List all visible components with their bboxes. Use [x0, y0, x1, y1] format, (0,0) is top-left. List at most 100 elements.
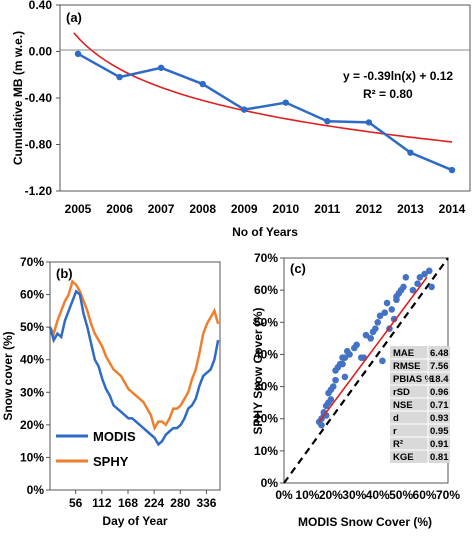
panel-c-x-ticks: 0% 10% 20% 30% 40% 50% 60% 70% [275, 488, 460, 502]
panel-c-reference-line [283, 257, 449, 484]
b-y-tick-label: 20% [20, 418, 44, 432]
b-x-tick-label: 280 [170, 496, 190, 510]
stats-metric-value: 18.4 [430, 374, 449, 385]
c-y-tick-label: 60% [254, 283, 278, 297]
panel-a-label: (a) [66, 10, 82, 25]
c-x-tick-label: 50% [389, 488, 413, 502]
c-x-tick-label: 60% [413, 488, 437, 502]
c-scatter-point [400, 283, 407, 291]
a-x-tick-label: 2013 [397, 202, 424, 216]
panel-c-fit-line [318, 276, 428, 423]
c-x-tick-label: 40% [366, 488, 390, 502]
panel-b-label: (b) [56, 266, 73, 281]
panel-a-r2: R² = 0.80 [363, 87, 413, 101]
stats-metric-value: 0.95 [430, 426, 449, 437]
c-y-tick-label: 40% [254, 347, 278, 361]
panel-b-y-axis-label: Snow cover (%) [1, 331, 15, 420]
c-scatter-point [367, 335, 374, 342]
c-scatter-point [425, 267, 433, 275]
c-scatter-point [318, 421, 325, 429]
b-x-tick-label: 56 [69, 496, 83, 510]
stats-metric-value: 0.91 [430, 439, 449, 450]
b-y-tick-label: 60% [20, 288, 44, 302]
stats-metric-name: PBIAS % [393, 374, 434, 385]
a-x-tick-label: 2007 [148, 202, 175, 216]
stats-metric-value: 0.71 [430, 400, 449, 411]
c-scatter-point [428, 283, 435, 291]
stats-metric-value: 0.93 [430, 413, 449, 424]
panel-b-frame [49, 261, 221, 491]
a-x-tick-label: 2012 [356, 202, 383, 216]
c-scatter-point [416, 273, 424, 281]
c-y-tick-label: 70% [254, 251, 278, 265]
a-y-tick-label: 0.40 [29, 0, 53, 12]
a-data-point [448, 166, 456, 174]
stats-metric-name: RMSE [393, 361, 420, 372]
stats-metric-name: MAE [393, 348, 414, 359]
panel-b-series-modis [48, 289, 220, 447]
a-y-tick-label: -1.20 [25, 184, 53, 198]
b-x-tick-label: 224 [144, 496, 164, 510]
stats-metric-name: NSE [393, 400, 413, 411]
c-scatter-point [332, 376, 339, 384]
c-scatter-point [329, 383, 337, 390]
c-scatter-point [381, 309, 389, 316]
a-y-tick-label: -0.40 [25, 91, 53, 105]
c-x-tick-label: 70% [436, 488, 460, 502]
a-y-tick-label: -0.80 [25, 138, 53, 152]
panel-a-series-line [77, 52, 453, 172]
panel-b-legend: MODIS SPHY [56, 429, 136, 469]
stats-metric-value: 7.56 [430, 361, 449, 372]
a-x-tick-label: 2009 [231, 202, 258, 216]
c-scatter-point [346, 351, 353, 358]
c-x-tick-label: 20% [319, 488, 343, 502]
c-x-tick-label: 0% [275, 488, 293, 502]
a-data-point [157, 64, 165, 71]
stats-metric-name: KGE [393, 452, 414, 463]
panel-c: (c) 0%10%20%30%40%50%60%70% 0% 10% 20% 30% 4… [251, 251, 460, 529]
b-x-tick-label: 168 [118, 496, 138, 510]
panel-a-x-ticks: 2005 2006 2007 2008 2009 2010 2011 2012 2013 2014 [65, 202, 466, 216]
panel-a-trendline [73, 32, 453, 143]
stats-metric-value: 0.81 [430, 452, 449, 463]
c-scatter-point [409, 286, 417, 294]
panel-b-series-sphy [48, 279, 220, 432]
b-x-tick-label: 112 [92, 496, 112, 510]
stats-metric-value: 6.48 [430, 348, 449, 359]
a-x-tick-label: 2006 [106, 202, 133, 216]
c-scatter-point [388, 306, 396, 313]
stats-metric-name: R² [393, 439, 403, 450]
panel-b-x-axis-label: Day of Year [102, 514, 167, 528]
panel-c-y-ticks: 0% 10% 20% 30% 40% 50% 60% 70% [254, 251, 284, 490]
c-scatter-point [362, 331, 370, 339]
panel-c-stats-table: MAE 6.48 RMSE 7.56 PBIAS %18.4 rSD 0.96 NSE 0.71… [390, 346, 450, 463]
panel-a-x-axis-label: No of Years [232, 225, 298, 239]
panel-b: (b) 0% 10% 20% 30% 40% 50% 60% 70% 56 112 168 224 2… [1, 255, 221, 528]
a-data-point [74, 50, 82, 58]
a-x-tick-label: 2014 [439, 202, 466, 216]
stats-table-bg [390, 346, 450, 463]
c-scatter-point [327, 396, 335, 403]
panel-a-y-ticks: 0.40 0.00 -0.40 -0.80 -1.20 [25, 0, 60, 198]
a-x-tick-label: 2005 [65, 202, 92, 216]
panel-c-label: (c) [290, 261, 306, 276]
a-data-point [116, 73, 123, 81]
a-x-tick-label: 2008 [189, 202, 216, 216]
b-y-tick-label: 10% [20, 450, 44, 464]
c-y-tick-label: 30% [254, 380, 278, 394]
c-scatter-point [379, 357, 386, 365]
b-y-tick-label: 50% [20, 320, 44, 334]
panel-a-points [74, 50, 456, 174]
c-scatter-point [372, 325, 379, 333]
c-scatter-point [376, 312, 384, 320]
panel-a-equation: y = -0.39ln(x) + 0.12 [343, 69, 453, 83]
legend-label-modis: MODIS [93, 429, 136, 444]
c-x-tick-label: 10% [295, 488, 319, 502]
c-y-tick-label: 50% [254, 315, 278, 329]
b-y-tick-label: 0% [27, 483, 45, 497]
stats-metric-name: d [393, 413, 399, 424]
stats-metric-name: rSD [393, 387, 410, 398]
b-y-tick-label: 30% [20, 385, 44, 399]
a-data-point [324, 118, 331, 125]
